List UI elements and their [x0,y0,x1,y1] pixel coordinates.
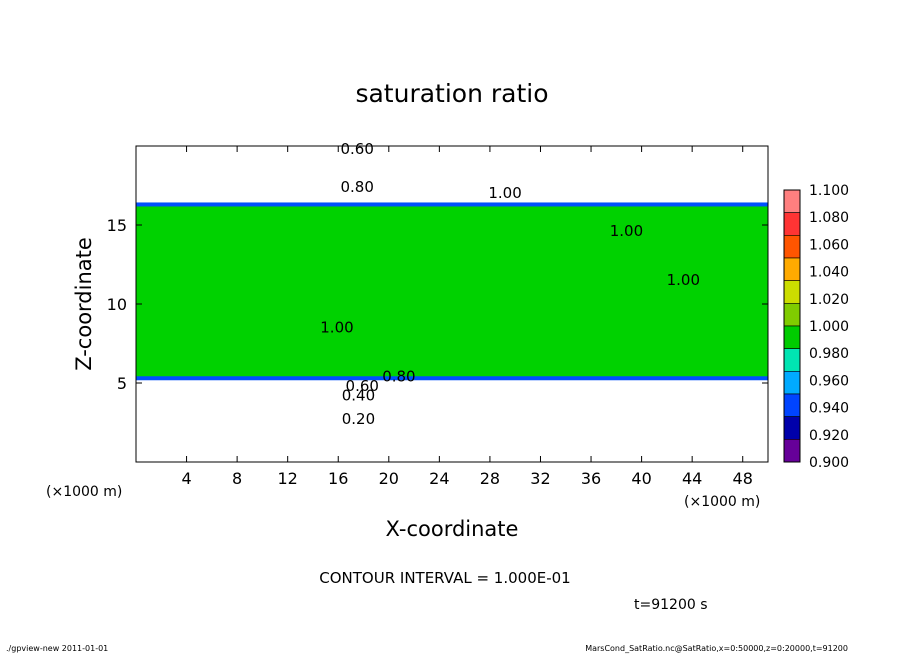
y-tick-label-1: 10 [107,295,127,314]
contour-labels: 0.600.80 1.001.001.001.000.800.600.400.20 [320,140,700,428]
field-layer-2 [136,146,768,205]
time-label: t=91200 s [634,597,708,613]
x-tick-label-0: 4 [181,469,191,488]
x-axis-ticks: 4 8 12 16 20 24 28 32 36 40 44 48 [181,146,753,488]
colorbar: 1.100 1.080 1.060 1.040 1.020 1.000 0.980 0.960… [783,183,849,471]
colorbar-label-9: 0.920 [809,428,849,444]
contour-label-8: 0.40 [342,386,375,404]
x-tick-label-9: 40 [631,469,651,488]
colorbar-swatch-9 [783,393,801,417]
colorbar-swatch-4 [783,280,801,304]
footer-left: ./gpview-new 2011-01-01 [6,644,108,653]
colorbar-swatch-11 [783,439,801,463]
colorbar-swatch-7 [783,348,801,372]
colorbar-label-5: 1.000 [809,319,849,335]
colorbar-swatch-2 [783,235,801,259]
x-tick-label-8: 36 [581,469,601,488]
colorbar-swatch-6 [783,325,801,349]
colorbar-label-8: 0.940 [809,401,849,417]
contour-label-5: 1.00 [320,318,353,336]
colorbar-label-6: 0.980 [809,346,849,362]
colorbar-frame [783,189,801,463]
contour-label-6: 0.80 [382,367,415,385]
colorbar-swatch-10 [783,416,801,440]
colorbar-swatch-1 [783,212,801,236]
contour-label-7: 0.60 [346,377,379,395]
x-tick-label-11: 48 [733,469,753,488]
y-axis-ticks: 5 10 15 [107,216,768,393]
contour-label-2: 1.00 [488,184,521,202]
plot-area [136,146,768,462]
x-tick-label-5: 24 [429,469,449,488]
x-tick-label-1: 8 [232,469,242,488]
contour-label-9: 0.20 [342,410,375,428]
cloud-top-band [136,202,768,207]
footer-right: MarsCond_SatRatio.nc@SatRatio,x=0:50000,… [585,644,848,653]
colorbar-swatch-3 [783,257,801,281]
colorbar-label-10: 0.900 [809,455,849,471]
field-layer-0 [136,378,768,462]
chart-title: saturation ratio [355,79,548,108]
colorbar-label-4: 1.020 [809,292,849,308]
colorbar-label-7: 0.960 [809,373,849,389]
contour-label-3: 1.00 [610,222,643,240]
field-layer-1 [136,204,768,379]
y-unit-label: (×1000 m) [46,484,122,500]
cloud-bottom-band [136,376,768,381]
x-unit-label: (×1000 m) [684,494,760,510]
y-tick-label-0: 5 [117,374,127,393]
contour-label-1: 0.80 [340,178,373,196]
x-axis-label: X-coordinate [386,517,519,541]
contour-interval-text: CONTOUR INTERVAL = 1.000E-01 [319,569,570,587]
colorbar-label-2: 1.060 [809,237,849,253]
y-tick-label-2: 15 [107,216,127,235]
colorbar-swatch-5 [783,303,801,327]
x-tick-label-6: 28 [480,469,500,488]
colorbar-label-0: 1.100 [809,183,849,199]
x-tick-label-4: 20 [379,469,399,488]
colorbar-swatch-8 [783,371,801,395]
x-tick-label-3: 16 [328,469,348,488]
y-axis-label: Z-coordinate [72,237,96,371]
x-tick-label-10: 44 [682,469,702,488]
contour-label-4: 1.00 [667,271,700,289]
x-tick-label-7: 32 [530,469,550,488]
colorbar-label-3: 1.040 [809,265,849,281]
colorbar-swatch-0 [783,189,801,213]
colorbar-label-1: 1.080 [809,210,849,226]
x-tick-label-2: 12 [278,469,298,488]
contour-label-0: 0.60 [340,140,373,158]
